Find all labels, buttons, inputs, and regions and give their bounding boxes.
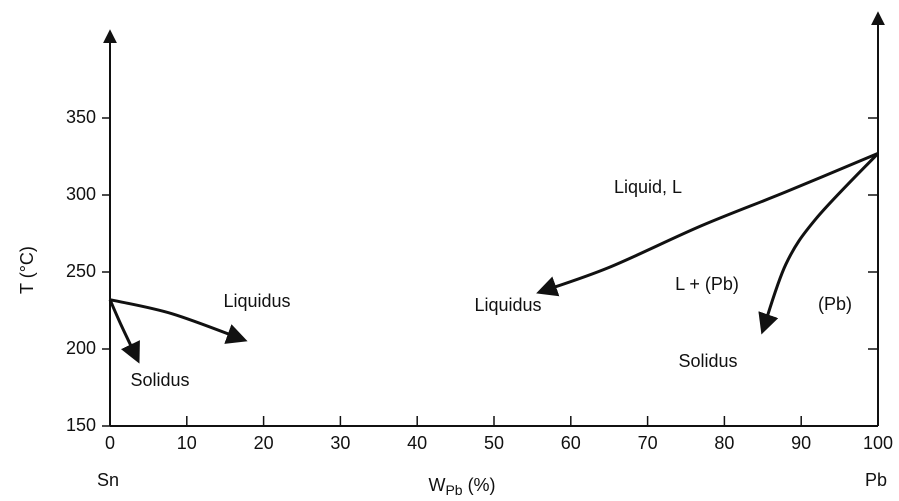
region-label: (Pb) — [818, 294, 852, 314]
x-tick-label: 40 — [407, 433, 427, 453]
phase-curve — [536, 152, 879, 297]
x-tick-label: 30 — [330, 433, 350, 453]
y-tick-label: 200 — [66, 338, 96, 358]
curve-label: Liquidus — [223, 291, 290, 311]
x-tick-label: 20 — [254, 433, 274, 453]
x-label-unit: (%) — [468, 475, 496, 495]
phase-curve — [108, 299, 140, 364]
y-axis-label: T (°C) — [17, 246, 37, 294]
x-tick-label: 0 — [105, 433, 115, 453]
curve-label: Solidus — [130, 370, 189, 390]
end-label: Pb — [865, 470, 887, 490]
y-tick-label: 300 — [66, 184, 96, 204]
region-label: Liquid, L — [614, 177, 682, 197]
x-tick-label: 90 — [791, 433, 811, 453]
x-tick-label: 80 — [714, 433, 734, 453]
x-axis-label: WPb (%) — [428, 475, 495, 498]
x-label-main: W — [428, 475, 445, 495]
x-tick-label: 10 — [177, 433, 197, 453]
x-tick-label: 60 — [561, 433, 581, 453]
curve-label: Liquidus — [474, 295, 541, 315]
x-tick-label: 50 — [484, 433, 504, 453]
curve-label: Solidus — [678, 351, 737, 371]
y-tick-label: 250 — [66, 261, 96, 281]
y-tick-label: 350 — [66, 107, 96, 127]
phase-curve — [109, 298, 248, 344]
region-label: L + (Pb) — [675, 274, 739, 294]
end-label: Sn — [97, 470, 119, 490]
x-tick-label: 100 — [863, 433, 893, 453]
phase-curve — [758, 152, 880, 335]
x-tick-label: 70 — [638, 433, 658, 453]
y-tick-label: 150 — [66, 415, 96, 435]
x-label-sub: Pb — [445, 482, 462, 498]
